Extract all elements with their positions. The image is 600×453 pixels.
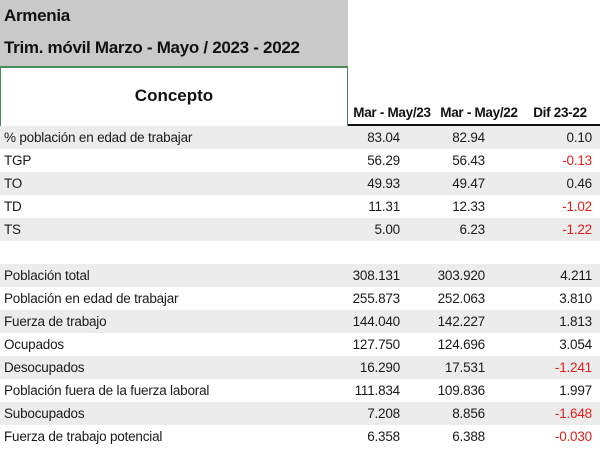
table-row: Población total 308.131 303.920 4.211	[0, 264, 600, 287]
row-label: Población total	[4, 268, 90, 283]
value-2023: 308.131	[352, 268, 401, 283]
row-label: Ocupados	[4, 337, 64, 352]
table-row: Ocupados 127.750 124.696 3.054	[0, 333, 600, 356]
header-rule	[348, 124, 600, 126]
value-2022: 142.227	[437, 314, 486, 329]
table-row: % población en edad de trabajar 83.04 82.9…	[0, 126, 600, 149]
row-label: Fuerza de trabajo	[4, 314, 107, 329]
value-2022: 8.856	[452, 406, 485, 421]
value-diff: 1.997	[559, 383, 592, 398]
value-diff: -1.02	[562, 199, 592, 214]
value-2023: 7.208	[367, 406, 400, 421]
value-diff: 3.810	[559, 291, 592, 306]
table-row: Fuerza de trabajo potencial 6.358 6.388 -0.…	[0, 425, 600, 448]
table-row: TO 49.93 49.47 0.46	[0, 172, 600, 195]
region-title: Armenia	[4, 6, 70, 25]
table-row: Población en edad de trabajar 255.873 252.…	[0, 287, 600, 310]
value-diff: 1.813	[559, 314, 592, 329]
value-diff: -1.22	[562, 222, 592, 237]
row-label: Población en edad de trabajar	[4, 291, 179, 306]
col-header-diff: Dif 23-22	[533, 105, 587, 120]
table-row	[0, 241, 600, 264]
table-row: TD 11.31 12.33 -1.02	[0, 195, 600, 218]
table-row: TS 5.00 6.23 -1.22	[0, 218, 600, 241]
value-2022: 252.063	[437, 291, 486, 306]
value-2023: 6.358	[367, 429, 400, 444]
value-2022: 49.47	[452, 176, 485, 191]
value-2022: 12.33	[452, 199, 485, 214]
value-2023: 144.040	[352, 314, 401, 329]
table-row: TGP 56.29 56.43 -0.13	[0, 149, 600, 172]
row-label: TS	[4, 222, 21, 237]
row-label: Fuerza de trabajo potencial	[4, 429, 163, 444]
value-2023: 11.31	[368, 199, 400, 214]
col-header-2022: Mar - May/22	[440, 105, 518, 120]
row-label: % población en edad de trabajar	[4, 130, 193, 145]
value-diff: -1.241	[554, 360, 592, 375]
table-row: Fuerza de trabajo 144.040 142.227 1.813	[0, 310, 600, 333]
value-2023: 83.04	[367, 130, 400, 145]
table-row: Desocupados 16.290 17.531 -1.241	[0, 356, 600, 379]
row-label: TD	[4, 199, 22, 214]
row-label: TO	[4, 176, 23, 191]
value-2023: 111.834	[354, 383, 401, 398]
value-2023: 56.29	[367, 153, 400, 168]
value-2023: 127.750	[352, 337, 401, 352]
row-label: Desocupados	[4, 360, 85, 375]
value-2022: 6.23	[459, 222, 486, 237]
row-label: TGP	[4, 153, 32, 168]
value-diff: -1.648	[554, 406, 592, 421]
table-row: Subocupados 7.208 8.856 -1.648	[0, 402, 600, 425]
value-2022: 303.920	[437, 268, 486, 283]
value-2022: 17.531	[444, 360, 485, 375]
value-2023: 5.00	[374, 222, 401, 237]
value-2023: 255.873	[352, 291, 401, 306]
value-2023: 49.93	[367, 176, 400, 191]
col-header-2023: Mar - May/23	[353, 105, 431, 120]
title-block: Armenia Trim. móvil Marzo - Mayo / 2023 …	[0, 0, 348, 68]
value-diff: -0.030	[554, 429, 592, 444]
concepto-header: Concepto	[134, 86, 214, 105]
value-2022: 124.696	[437, 337, 486, 352]
value-diff: 0.46	[566, 176, 593, 191]
value-2023: 16.290	[359, 360, 400, 375]
value-diff: -0.13	[562, 153, 592, 168]
row-label: Población fuera de la fuerza laboral	[4, 383, 210, 398]
row-label: Subocupados	[4, 406, 85, 421]
value-2022: 56.43	[452, 153, 485, 168]
value-diff: 3.054	[559, 337, 592, 352]
concepto-header-cell	[0, 68, 348, 126]
value-2022: 82.94	[452, 130, 485, 145]
value-diff: 4.211	[560, 268, 592, 283]
value-diff: 0.10	[566, 130, 593, 145]
period-title: Trim. móvil Marzo - Mayo / 2023 - 2022	[4, 38, 300, 57]
table-row: Población fuera de la fuerza laboral 111.…	[0, 379, 600, 402]
value-2022: 109.836	[437, 383, 486, 398]
value-2022: 6.388	[452, 429, 485, 444]
